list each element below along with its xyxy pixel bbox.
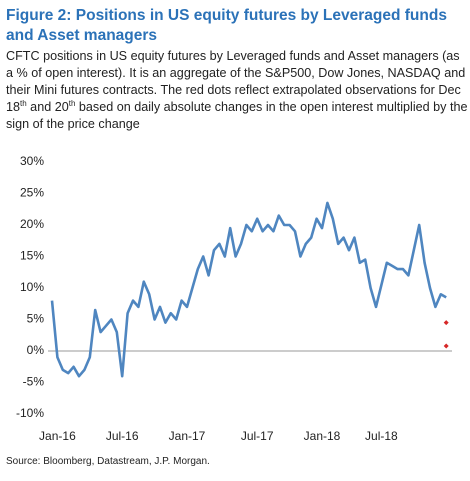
y-tick-label: 5% — [27, 312, 45, 326]
subtitle-text: CFTC positions in US equity futures by L… — [6, 49, 466, 114]
extrapolated-point — [443, 320, 449, 326]
y-tick-label: 25% — [20, 186, 44, 200]
y-tick-label: 15% — [20, 249, 44, 263]
extrapolated-point — [443, 343, 449, 349]
y-tick-label: 0% — [27, 343, 45, 357]
x-tick-label: Jul-16 — [106, 429, 139, 443]
y-tick-label: -10% — [16, 406, 44, 420]
subtitle-text: based on daily absolute changes in the o… — [6, 100, 468, 131]
y-tick-label: 10% — [20, 280, 44, 294]
superscript: th — [68, 98, 76, 108]
chart-title: Figure 2: Positions in US equity futures… — [6, 7, 447, 44]
subtitle-text: and 20 — [26, 100, 69, 114]
x-tick-label: Jan-16 — [39, 429, 76, 443]
source-note: Source: Bloomberg, Datastream, J.P. Morg… — [6, 456, 210, 467]
x-tick-label: Jul-18 — [365, 429, 398, 443]
x-tick-label: Jul-17 — [241, 429, 274, 443]
y-tick-label: 30% — [20, 154, 44, 168]
x-tick-label: Jan-17 — [169, 429, 206, 443]
chart-subtitle: CFTC positions in US equity futures by L… — [6, 48, 468, 133]
x-tick-label: Jan-18 — [304, 429, 341, 443]
y-tick-label: -5% — [23, 375, 45, 389]
y-tick-label: 20% — [20, 217, 44, 231]
superscript: th — [20, 98, 27, 108]
data-line — [50, 201, 447, 378]
